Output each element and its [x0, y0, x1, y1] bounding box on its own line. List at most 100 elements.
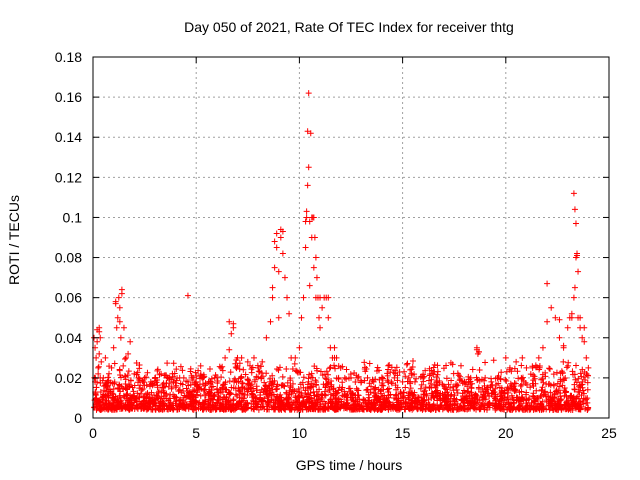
noise-point — [511, 388, 518, 395]
noise-point — [518, 374, 525, 381]
data-point — [348, 374, 354, 381]
noise-point — [573, 405, 580, 412]
noise-point — [567, 392, 574, 399]
noise-point — [365, 400, 372, 407]
noise-point — [185, 390, 192, 397]
noise-point — [351, 406, 358, 413]
noise-point — [517, 383, 524, 390]
noise-point — [173, 377, 180, 384]
x-tick-label: 15 — [395, 425, 411, 441]
noise-point — [201, 386, 208, 393]
data-point — [391, 374, 398, 381]
noise-point — [214, 380, 221, 387]
noise-point — [329, 404, 336, 411]
noise-point — [468, 398, 475, 405]
noise-point — [407, 366, 414, 373]
noise-point — [362, 368, 369, 375]
noise-point — [319, 406, 326, 413]
noise-point — [179, 404, 186, 411]
noise-point — [433, 379, 440, 386]
data-point — [308, 214, 315, 221]
noise-point — [150, 381, 157, 388]
noise-point — [328, 377, 335, 384]
noise-point — [216, 363, 223, 370]
noise-point — [242, 371, 249, 378]
data-point — [250, 354, 257, 361]
data-point — [302, 218, 309, 225]
y-tick-label: 0.12 — [55, 169, 82, 185]
y-tick-label: 0.18 — [55, 49, 82, 65]
noise-point — [249, 391, 256, 398]
noise-point — [199, 406, 206, 413]
noise-point — [121, 356, 128, 363]
noise-point — [390, 403, 397, 410]
data-point — [184, 378, 191, 385]
noise-point — [382, 399, 389, 406]
noise-point — [440, 365, 447, 372]
noise-point — [225, 398, 232, 405]
noise-point — [222, 386, 229, 393]
noise-point — [154, 382, 161, 389]
noise-point — [403, 361, 410, 368]
noise-point — [340, 401, 347, 408]
noise-point — [122, 373, 129, 380]
noise-point — [551, 393, 558, 400]
y-tick-label: 0.04 — [55, 330, 82, 346]
noise-point — [505, 389, 512, 396]
noise-point — [344, 405, 351, 412]
noise-point — [498, 369, 505, 376]
data-point — [131, 370, 138, 377]
noise-point — [435, 405, 442, 412]
data-point — [570, 190, 577, 197]
noise-point — [565, 362, 572, 369]
noise-point — [280, 402, 287, 409]
noise-point — [395, 405, 402, 412]
noise-point — [560, 376, 567, 383]
data-point — [364, 374, 371, 381]
noise-point — [108, 405, 115, 412]
noise-point — [374, 397, 381, 404]
noise-point — [105, 374, 112, 381]
noise-point — [553, 405, 560, 412]
data-point — [211, 374, 218, 381]
noise-point — [363, 387, 370, 394]
noise-point — [580, 390, 587, 397]
data-point — [275, 314, 282, 321]
data-point — [93, 354, 100, 361]
data-point — [170, 378, 177, 385]
noise-point — [107, 400, 114, 407]
noise-point — [471, 395, 478, 402]
data-point — [358, 378, 365, 385]
noise-point — [185, 405, 192, 412]
noise-point — [355, 373, 362, 380]
noise-point — [130, 402, 137, 409]
data-point — [292, 354, 299, 361]
noise-point — [444, 389, 451, 396]
noise-point — [429, 390, 436, 397]
noise-point — [396, 369, 403, 376]
data-point — [302, 244, 309, 251]
noise-point — [164, 360, 171, 367]
noise-point — [172, 400, 179, 407]
noise-point — [351, 370, 358, 376]
noise-point — [134, 390, 141, 397]
noise-point — [580, 387, 587, 394]
noise-point — [139, 377, 146, 384]
noise-point — [571, 381, 578, 388]
noise-point — [454, 405, 461, 412]
data-point — [313, 274, 320, 281]
data-point — [475, 348, 482, 355]
noise-point — [389, 404, 396, 411]
noise-point — [197, 392, 204, 399]
data-point — [453, 382, 460, 389]
noise-point — [529, 380, 536, 387]
noise-point — [414, 404, 421, 411]
data-point — [556, 316, 563, 323]
noise-point — [540, 406, 547, 413]
noise-point — [421, 397, 428, 404]
noise-point — [139, 386, 146, 393]
data-point — [269, 294, 276, 301]
noise-point — [230, 396, 237, 403]
noise-point — [361, 359, 368, 366]
noise-point — [245, 381, 252, 388]
